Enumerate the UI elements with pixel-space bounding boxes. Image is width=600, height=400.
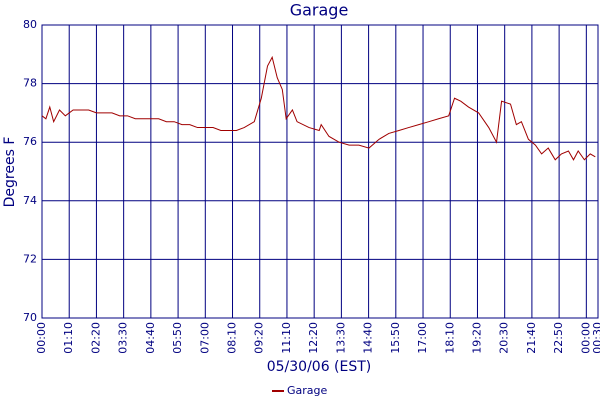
x-tick-label: 07:00 <box>198 322 211 354</box>
y-tick-label: 78 <box>23 77 37 90</box>
x-tick-label: 01:10 <box>62 322 75 354</box>
y-tick-label: 76 <box>23 135 37 148</box>
x-tick-label: 05:50 <box>171 322 184 354</box>
y-tick-label: 74 <box>23 194 37 207</box>
x-tick-label: 14:40 <box>362 322 375 354</box>
x-tick-label: 08:10 <box>226 322 239 354</box>
x-tick-label: 22:50 <box>552 322 565 354</box>
x-tick-label: 00:00 <box>579 322 592 354</box>
x-tick-label: 09:20 <box>253 322 266 354</box>
y-tick-label: 80 <box>23 18 37 31</box>
x-tick-label: 17:00 <box>416 322 429 354</box>
chart-title: Garage <box>290 1 349 20</box>
x-tick-label: 20:30 <box>498 322 511 354</box>
x-tick-label: 21:40 <box>525 322 538 354</box>
x-tick-label: 00:00 <box>35 322 48 354</box>
x-tick-label: 04:40 <box>144 322 157 354</box>
y-tick-label: 70 <box>23 311 37 324</box>
x-tick-label: 00:30 <box>591 322 600 354</box>
x-axis-label: 05/30/06 (EST) <box>267 359 372 375</box>
x-tick-label: 15:50 <box>389 322 402 354</box>
x-tick-label: 02:20 <box>89 322 102 354</box>
x-tick-label: 12:20 <box>307 322 320 354</box>
x-tick-label: 13:30 <box>334 322 347 354</box>
x-tick-label: 18:10 <box>443 322 456 354</box>
y-axis-label: Degrees F <box>2 137 18 208</box>
x-tick-label: 11:10 <box>280 322 293 354</box>
y-tick-label: 72 <box>23 252 37 265</box>
data-line <box>41 55 596 161</box>
plot-frame <box>41 24 599 319</box>
x-tick-label: 19:20 <box>470 322 483 354</box>
x-tick-label: 03:30 <box>117 322 130 354</box>
legend-label: Garage <box>287 384 328 397</box>
